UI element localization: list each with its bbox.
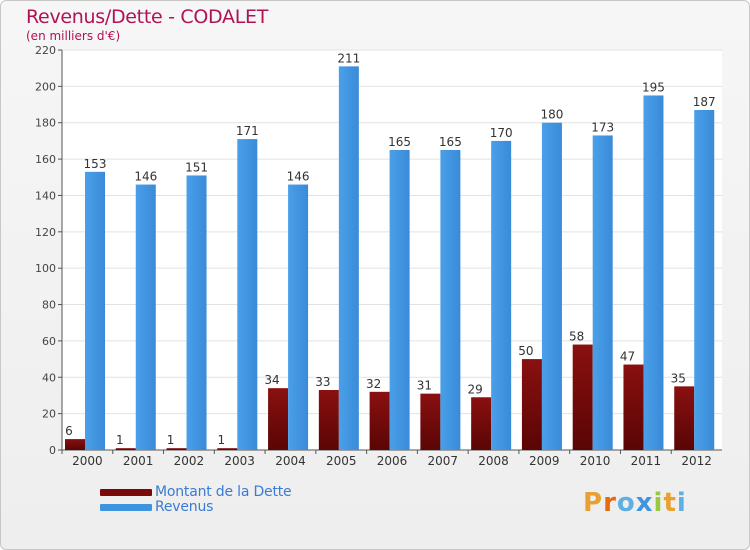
bar-dette [623,364,644,450]
data-label-dette: 50 [518,344,533,358]
x-tick-label: 2003 [224,454,255,468]
chart-subtitle: (en milliers d'€) [26,29,121,43]
data-label-dette: 1 [167,433,175,447]
y-tick-label: 60 [42,335,56,348]
y-tick-label: 100 [35,262,56,275]
x-tick-label: 2009 [529,454,560,468]
proxiti-logo: Proxiti [583,488,687,518]
legend-label-revenus: Revenus [155,499,214,515]
data-label-dette: 35 [671,371,686,385]
data-label-revenus: 180 [540,108,563,122]
bar-revenus [389,150,410,450]
data-label-revenus: 146 [287,170,310,184]
legend-swatch-dette [100,489,152,496]
y-tick-label: 20 [42,408,56,421]
data-label-dette: 1 [217,433,225,447]
data-label-revenus: 165 [388,135,411,149]
logo-letter: x [635,488,654,518]
y-tick-label: 180 [35,117,56,130]
bar-revenus [541,122,562,451]
bar-dette [217,448,238,450]
bar-dette [521,359,542,450]
data-label-revenus: 195 [642,80,665,94]
data-label-dette: 47 [620,350,635,364]
data-label-revenus: 153 [84,157,107,171]
x-tick-label: 2008 [478,454,509,468]
bar-revenus [694,110,715,450]
bar-dette [572,344,593,450]
data-label-revenus: 170 [490,126,513,140]
data-label-revenus: 173 [591,120,614,134]
y-tick-label: 120 [35,226,56,239]
data-label-revenus: 187 [693,95,716,109]
x-tick-label: 2007 [427,454,458,468]
x-tick-label: 2005 [326,454,357,468]
bar-revenus [440,150,461,450]
logo-letter: P [583,488,604,518]
bar-dette [166,448,187,450]
x-tick-label: 2004 [275,454,306,468]
bar-revenus [592,135,613,451]
data-label-dette: 32 [366,377,381,391]
bar-dette [65,439,85,450]
x-tick-label: 2006 [377,454,408,468]
bar-revenus [135,184,156,450]
bar-revenus [237,139,258,450]
data-label-revenus: 146 [134,170,157,184]
bar-revenus [85,171,105,450]
y-tick-label: 140 [35,189,56,202]
bar-dette [318,390,339,450]
data-label-dette: 1 [116,433,124,447]
bar-dette [115,448,136,450]
data-label-dette: 31 [417,379,432,393]
bar-dette [471,397,492,450]
legend-swatch-revenus [100,504,152,511]
chart-title: Revenus/Dette - CODALET [26,6,269,28]
y-tick-label: 160 [35,153,56,166]
data-label-revenus: 171 [236,124,259,138]
y-tick-label: 40 [42,371,56,384]
logo-letter: r [603,488,617,518]
bar-revenus [288,184,309,450]
logo-letter: t [663,488,677,518]
data-label-dette: 58 [569,330,584,344]
data-label-revenus: 165 [439,135,462,149]
logo-letter: i [676,488,687,518]
x-tick-label: 2001 [123,454,154,468]
logo-letter: o [616,488,636,518]
x-tick-label: 2012 [681,454,712,468]
x-tick-label: 2011 [631,454,662,468]
bar-revenus [338,66,359,450]
data-label-revenus: 211 [337,51,360,65]
y-tick-label: 200 [35,80,56,93]
bar-revenus [491,140,512,450]
bar-revenus [186,175,207,451]
data-label-dette: 6 [65,424,73,438]
data-label-dette: 33 [315,375,330,389]
x-tick-label: 2002 [174,454,205,468]
y-tick-label: 220 [35,44,56,57]
legend-label-dette: Montant de la Dette [155,484,292,500]
bar-dette [420,393,441,450]
bar-dette [674,386,695,450]
y-tick-label: 80 [42,299,56,312]
data-label-dette: 34 [264,373,279,387]
logo-letter: i [653,488,664,518]
bar-revenus [643,95,664,451]
data-label-revenus: 151 [185,160,208,174]
y-tick-label: 0 [49,444,56,457]
x-tick-label: 2010 [580,454,611,468]
x-tick-label: 2000 [72,454,103,468]
data-label-dette: 29 [468,382,483,396]
bar-dette [369,391,390,450]
bar-dette [268,388,289,450]
